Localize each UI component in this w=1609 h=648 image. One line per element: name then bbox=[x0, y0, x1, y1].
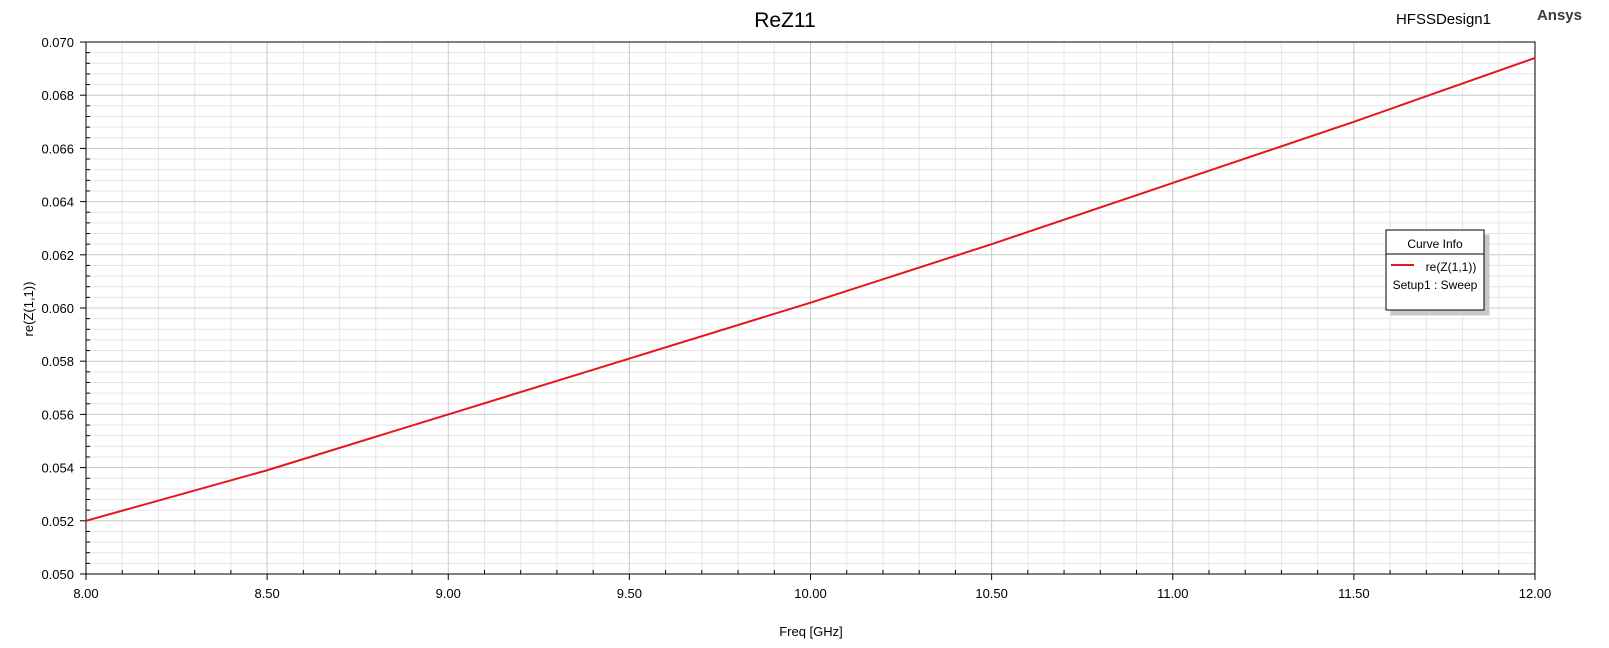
y-tick-label: 0.056 bbox=[41, 407, 74, 422]
design-name: HFSSDesign1 bbox=[1396, 11, 1491, 28]
legend-series-name: re(Z(1,1)) bbox=[1426, 260, 1477, 274]
y-tick-label: 0.054 bbox=[41, 461, 74, 476]
x-tick-label: 8.00 bbox=[73, 586, 98, 601]
y-tick-label: 0.064 bbox=[41, 195, 74, 210]
legend-title: Curve Info bbox=[1407, 237, 1463, 251]
brand-logo: Ansys bbox=[1537, 7, 1582, 24]
legend[interactable]: Curve Info re(Z(1,1)) Setup1 : Sweep bbox=[1385, 229, 1485, 311]
x-tick-label: 10.50 bbox=[975, 586, 1008, 601]
x-tick-label: 11.50 bbox=[1338, 586, 1370, 601]
x-tick-label: 8.50 bbox=[254, 586, 279, 601]
x-tick-label: 9.50 bbox=[617, 586, 642, 601]
chart-title: ReZ11 bbox=[754, 9, 815, 32]
y-tick-label: 0.068 bbox=[41, 88, 74, 103]
y-tick-label: 0.052 bbox=[41, 514, 74, 529]
y-tick-label: 0.058 bbox=[41, 354, 74, 369]
x-tick-label: 11.00 bbox=[1157, 586, 1189, 601]
y-tick-label: 0.066 bbox=[41, 141, 74, 156]
series-group bbox=[85, 57, 1536, 522]
x-axis-label: Freq [GHz] bbox=[779, 624, 843, 639]
legend-box bbox=[1385, 229, 1485, 311]
x-tick-label: 10.00 bbox=[794, 586, 827, 601]
y-tick-label: 0.070 bbox=[41, 35, 74, 50]
x-tick-label: 12.00 bbox=[1519, 586, 1552, 601]
plot-frame bbox=[85, 41, 1536, 575]
x-tick-label: 9.00 bbox=[436, 586, 461, 601]
x-tick-labels: 8.00 8.50 9.00 9.50 10.00 10.50 11.00 11.50 12.0… bbox=[73, 586, 1551, 601]
legend-series-setup: Setup1 : Sweep bbox=[1393, 278, 1478, 292]
y-tick-label: 0.050 bbox=[41, 567, 74, 582]
series-line bbox=[85, 57, 1536, 522]
major-gridlines bbox=[86, 42, 1535, 574]
y-axis-label: re(Z(1,1)) bbox=[21, 282, 36, 337]
y-tick-label: 0.062 bbox=[41, 248, 74, 263]
y-tick-labels: 0.050 0.052 0.054 0.056 0.058 0.060 0.062 0.064… bbox=[41, 35, 74, 582]
y-tick-label: 0.060 bbox=[41, 301, 74, 316]
minor-ticks bbox=[80, 41, 1536, 580]
